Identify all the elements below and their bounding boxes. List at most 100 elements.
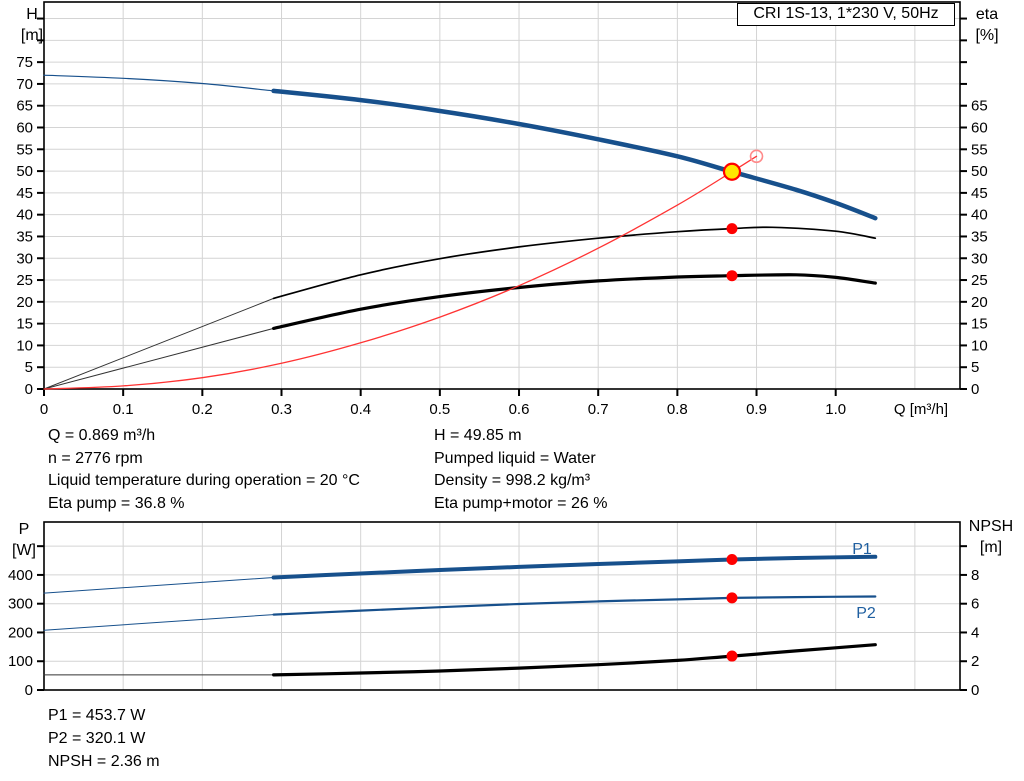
duty-point-marker — [722, 162, 742, 181]
info-npsh: NPSH = 2.36 m — [48, 753, 160, 770]
p2-marker — [726, 592, 738, 604]
eta-pump-motor-lead — [43, 327, 275, 390]
y-left-tick-label: 35 — [16, 228, 33, 245]
x-tick-label: 0.3 — [271, 401, 292, 418]
plot-border — [43, 1, 961, 390]
y-right-tick-label: 65 — [971, 98, 988, 115]
p2-curve-lead — [43, 614, 275, 631]
h-axis-unit: [m] — [20, 27, 44, 44]
p-axis-symbol: P — [18, 521, 30, 538]
x-tick-label: 0.8 — [667, 401, 688, 418]
eta-axis-symbol: eta — [975, 6, 999, 23]
y-left-tick-label: 200 — [8, 624, 33, 641]
p1-curve-lead — [43, 577, 275, 594]
y-left-tick-label: 0 — [25, 381, 33, 398]
p-axis-unit: [W] — [12, 542, 36, 559]
p-axis-title: P [W] — [4, 519, 44, 561]
y-left-tick-label: 30 — [16, 250, 33, 267]
x-tick-label: 0.9 — [746, 401, 767, 418]
y-left-tick-label: 65 — [16, 98, 33, 115]
eta-axis-title: eta [%] — [966, 4, 1008, 46]
y-left-tick-label: 0 — [25, 682, 33, 699]
p1-marker — [726, 553, 738, 565]
y-right-tick-label: 45 — [971, 185, 988, 202]
x-tick-label: 0.7 — [588, 401, 609, 418]
y-right-tick-label: 8 — [971, 567, 979, 584]
info-p1: P1 = 453.7 W — [48, 707, 146, 724]
y-left-tick-label: 15 — [16, 316, 33, 333]
y-right-tick-label: 0 — [971, 381, 979, 398]
y-left-tick-label: 25 — [16, 272, 33, 289]
y-right-tick-label: 2 — [971, 653, 979, 670]
eta-pump-motor-marker — [726, 270, 738, 282]
y-left-tick-label: 5 — [25, 359, 33, 376]
eta-axis-unit: [%] — [975, 27, 999, 44]
y-left-tick-label: 40 — [16, 207, 33, 224]
head-curve — [271, 88, 878, 221]
x-tick-label: 0.5 — [429, 401, 450, 418]
x-tick-label: 0.2 — [192, 401, 213, 418]
y-right-tick-label: 35 — [971, 228, 988, 245]
info-h: H = 49.85 m — [434, 427, 522, 444]
x-tick-label: 0.4 — [350, 401, 371, 418]
head-curve-lead — [43, 74, 275, 92]
y-left-tick-label: 50 — [16, 163, 33, 180]
y-right-tick-label: 55 — [971, 141, 988, 158]
system-curve — [43, 155, 758, 390]
operating-info-right: H = 49.85 m Pumped liquid = Water Densit… — [434, 425, 607, 515]
y-right-tick-label: 20 — [971, 294, 988, 311]
y-right-tick-label: 40 — [971, 207, 988, 224]
npsh-axis-title: NPSH [m] — [964, 516, 1018, 558]
y-left-tick-label: 400 — [8, 567, 33, 584]
y-left-tick-label: 70 — [16, 76, 33, 93]
info-density: Density = 998.2 kg/m³ — [434, 472, 591, 489]
x-tick-label: 1.0 — [825, 401, 846, 418]
p1-curve-label: P1 — [852, 541, 872, 558]
rated-point-marker — [749, 149, 764, 164]
y-right-tick-label: 0 — [971, 682, 979, 699]
info-liquid-temperature: Liquid temperature during operation = 20… — [48, 472, 360, 489]
info-eta-pump-motor: Eta pump+motor = 26 % — [434, 494, 608, 512]
p2-curve-label: P2 — [856, 605, 876, 622]
y-left-tick-label: 75 — [16, 54, 33, 71]
y-left-tick-label: 55 — [16, 141, 33, 158]
results-info: P1 = 453.7 W P2 = 320.1 W NPSH = 2.36 m — [48, 704, 160, 773]
npsh-axis-unit: [m] — [979, 539, 1003, 556]
y-right-tick-label: 25 — [971, 272, 988, 289]
y-left-tick-label: 100 — [8, 653, 33, 670]
y-right-tick-label: 60 — [971, 120, 988, 137]
eta-pump-curve — [272, 226, 877, 300]
operating-info-left: Q = 0.869 m³/h n = 2776 rpm Liquid tempe… — [48, 425, 360, 515]
eta-pump-marker — [726, 223, 738, 235]
y-left-tick-label: 10 — [16, 337, 33, 354]
x-axis-label: Q [m³/h] — [894, 401, 948, 418]
y-left-tick-label: 20 — [16, 294, 33, 311]
p1-curve — [271, 554, 878, 580]
eta-pump-lead — [43, 297, 275, 390]
x-tick-label: 0.1 — [113, 401, 134, 418]
npsh-axis-symbol: NPSH — [968, 518, 1014, 535]
y-left-tick-label: 300 — [8, 596, 33, 613]
eta-pump-motor-curve — [272, 273, 877, 330]
y-left-tick-label: 45 — [16, 185, 33, 202]
y-right-tick-label: 30 — [971, 250, 988, 267]
y-right-tick-label: 15 — [971, 316, 988, 333]
npsh-marker — [726, 650, 738, 662]
h-axis-title: H [m] — [14, 4, 50, 46]
y-right-tick-label: 50 — [971, 163, 988, 180]
info-q: Q = 0.869 m³/h — [48, 427, 156, 444]
info-eta-pump: Eta pump = 36.8 % — [48, 494, 185, 512]
y-right-tick-label: 6 — [971, 596, 979, 613]
info-speed: n = 2776 rpm — [48, 449, 143, 467]
h-axis-symbol: H — [26, 6, 38, 23]
pump-title: CRI 1S-13, 1*230 V, 50Hz — [753, 5, 939, 22]
x-tick-label: 0.6 — [509, 401, 530, 418]
p2-curve — [272, 595, 877, 616]
info-pumped-liquid: Pumped liquid = Water — [434, 449, 596, 467]
pump-title-box: CRI 1S-13, 1*230 V, 50Hz — [737, 3, 955, 26]
y-right-tick-label: 10 — [971, 337, 988, 354]
y-right-tick-label: 5 — [971, 359, 979, 376]
plot-border — [43, 521, 961, 691]
y-left-tick-label: 60 — [16, 120, 33, 137]
